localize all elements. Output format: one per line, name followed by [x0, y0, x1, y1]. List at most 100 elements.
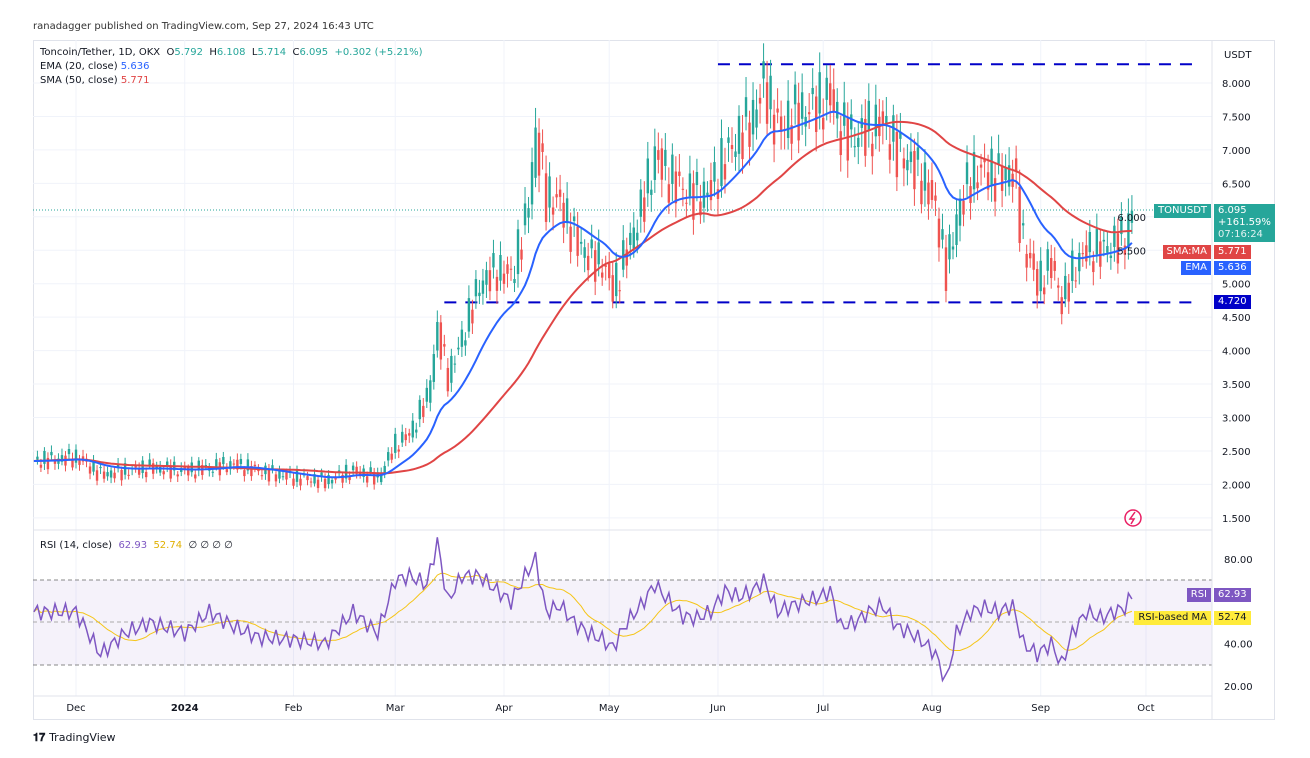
candle-body — [95, 470, 99, 481]
candle-body — [1120, 216, 1123, 235]
candle-body — [1095, 229, 1099, 255]
candle-body — [204, 465, 207, 467]
candle-body — [958, 198, 962, 226]
candle-body — [330, 479, 334, 484]
candle-body — [871, 143, 874, 157]
price-tick: 7.500 — [1222, 112, 1251, 123]
candle-body — [1067, 282, 1070, 302]
candle-body — [772, 114, 776, 145]
candle-body — [769, 75, 772, 110]
candle-body — [1043, 287, 1046, 295]
rsi-tick: 20.00 — [1224, 682, 1253, 693]
candle-body — [46, 457, 50, 470]
candle-body — [418, 399, 421, 420]
candle-body — [857, 137, 860, 147]
rsi-label[interactable]: RSI (14, close) — [40, 540, 113, 551]
candle-body — [562, 202, 565, 228]
candle-body — [436, 321, 439, 351]
candle-body — [446, 367, 450, 392]
candle-body — [976, 182, 979, 189]
candle-body — [222, 456, 225, 465]
candle-body — [260, 475, 264, 477]
candle-body — [723, 164, 727, 180]
price-tick: 3.000 — [1222, 414, 1251, 425]
price-tick: 5.000 — [1222, 280, 1251, 291]
candle-body — [1085, 245, 1088, 262]
candle-body — [639, 189, 642, 217]
candle-body — [864, 118, 867, 156]
price-tick: 7.000 — [1222, 146, 1251, 157]
candle-body — [320, 472, 323, 477]
candle-body — [113, 472, 116, 479]
candle-body — [348, 476, 351, 481]
candle-body — [678, 171, 681, 176]
close-label: C — [292, 47, 300, 58]
candle-body — [625, 249, 628, 266]
candle-body — [667, 184, 671, 203]
candle-body — [629, 232, 632, 245]
tradingview-logo[interactable]: 𝟏𝟕 TradingView — [33, 731, 116, 745]
candle-body — [387, 452, 390, 461]
candle-body — [548, 176, 551, 208]
sma-tag-label: SMA:MA — [1162, 245, 1211, 259]
candle-body — [355, 466, 358, 474]
candle-body — [965, 162, 969, 185]
candle-body — [453, 363, 457, 365]
candle-body — [120, 469, 123, 481]
time-tick: Aug — [922, 703, 942, 714]
sma-label[interactable]: SMA (50, close) — [40, 75, 118, 86]
candle-body — [1021, 223, 1025, 226]
ema-20-line — [33, 110, 1133, 479]
candle-body — [643, 197, 646, 222]
candle-body — [969, 186, 972, 204]
candle-body — [432, 354, 436, 382]
candle-body — [71, 458, 74, 468]
candle-body — [555, 194, 558, 198]
candle-body — [790, 125, 793, 144]
candle-body — [579, 241, 583, 244]
candle-body — [166, 461, 169, 467]
chart-frame[interactable] — [33, 40, 1275, 720]
candle-body — [997, 153, 1000, 165]
candle-body — [390, 453, 393, 460]
candle-body — [597, 242, 600, 265]
high-value: 6.108 — [216, 47, 246, 58]
candle-body — [758, 97, 762, 104]
candle-body — [1035, 269, 1039, 296]
candle-body — [481, 280, 485, 294]
ema-label[interactable]: EMA (20, close) — [40, 61, 118, 72]
candle-body — [601, 272, 604, 278]
rsi-legend: RSI (14, close) 62.93 52.74 ∅ ∅ ∅ ∅ — [40, 540, 233, 551]
sma-value: 5.771 — [120, 75, 150, 86]
last-price-tag: 6.095 +161.59% 07:16:24 — [1214, 204, 1275, 242]
lightning-icon[interactable] — [1124, 509, 1142, 527]
candle-body — [67, 449, 71, 455]
candle-body — [888, 144, 892, 160]
candle-body — [1039, 260, 1042, 292]
candle-body — [474, 279, 478, 297]
candle-body — [688, 173, 692, 197]
candle-body — [411, 420, 414, 438]
candle-body — [92, 461, 95, 472]
candle-body — [920, 180, 923, 205]
low-label: L — [251, 47, 258, 58]
candle-body — [527, 208, 530, 218]
candle-body — [1025, 253, 1028, 268]
time-tick: Jul — [816, 703, 829, 714]
candle-body — [765, 82, 769, 124]
candle-body — [537, 132, 541, 176]
candle-body — [457, 347, 460, 350]
candle-body — [681, 188, 685, 190]
candle-body — [78, 459, 81, 465]
candle-body — [127, 474, 130, 476]
price-tick: 3.500 — [1222, 380, 1251, 391]
candle-body — [176, 474, 179, 477]
price-tick: 4.500 — [1222, 313, 1251, 324]
candle-body — [379, 473, 383, 483]
candle-body — [1071, 250, 1074, 281]
rsi-line — [33, 537, 1133, 683]
candle-body — [141, 460, 144, 473]
candle-body — [565, 198, 569, 224]
rsi-ma-tag-value: 52.74 — [1214, 611, 1251, 625]
